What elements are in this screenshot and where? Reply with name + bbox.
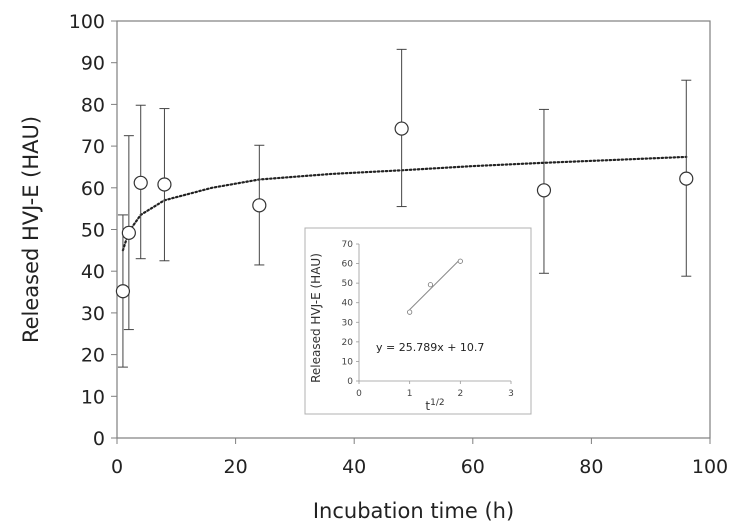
regression-equation: y = 25.789x + 10.7 <box>376 341 484 354</box>
inset-plot: 0 10 20 30 40 50 60 70 0 1 2 3 <box>304 227 532 415</box>
inset-x-axis-title-base: t <box>425 399 430 413</box>
x-tick-label: 60 <box>461 456 485 478</box>
y-tick-label: 0 <box>93 428 105 450</box>
data-point <box>536 183 552 198</box>
data-point <box>115 284 131 299</box>
inset-y-tick-label: 40 <box>342 299 354 309</box>
data-point <box>679 171 694 186</box>
y-tick-label: 100 <box>69 11 105 33</box>
inset-y-tick-label: 60 <box>342 260 354 270</box>
x-tick-label: 0 <box>111 456 123 478</box>
y-tick-label: 90 <box>81 53 105 75</box>
y-tick-label: 70 <box>81 136 105 158</box>
data-point <box>133 175 148 190</box>
inset-y-tick-label: 70 <box>342 240 354 250</box>
y-axis-title: Released HVJ-E (HAU) <box>19 116 43 343</box>
inset-x-tick-label: 2 <box>457 389 463 399</box>
x-axis-title: Incubation time (h) <box>313 499 514 523</box>
inset-data-point <box>457 258 463 264</box>
data-point <box>394 121 409 136</box>
data-point <box>252 198 267 213</box>
inset-y-axis-title: Released HVJ-E (HAU) <box>309 253 323 383</box>
inset-y-tick-label: 20 <box>342 338 354 348</box>
trendline <box>121 155 688 252</box>
inset-x-axis-title-superscript: 1/2 <box>430 398 444 408</box>
inset-y-tick-label: 0 <box>347 377 353 387</box>
x-tick-label: 20 <box>224 456 248 478</box>
y-tick-label: 50 <box>81 220 105 242</box>
inset-x-tick-label: 3 <box>508 389 514 399</box>
inset-data-point <box>427 282 434 288</box>
x-tick-label: 40 <box>342 456 366 478</box>
inset-y-tick-label: 10 <box>342 357 354 367</box>
inset-y-tick-label: 50 <box>342 279 354 289</box>
y-tick-label: 40 <box>81 261 105 283</box>
x-tick-label: 80 <box>579 456 603 478</box>
y-tick-label: 60 <box>81 178 105 200</box>
data-point <box>121 225 136 240</box>
y-tick-label: 80 <box>81 94 105 116</box>
inset-fit-line <box>409 258 461 310</box>
inset-frame <box>304 227 532 415</box>
y-tick-label: 10 <box>81 386 105 408</box>
inset-y-tick-label: 30 <box>342 318 354 328</box>
inset-x-tick-label: 1 <box>407 389 413 399</box>
data-point <box>157 177 172 192</box>
y-tick-label: 30 <box>81 303 105 325</box>
y-tick-label: 20 <box>81 345 105 367</box>
x-tick-label: 100 <box>692 456 728 478</box>
inset-x-tick-label: 0 <box>356 389 362 399</box>
inset-x-axis-title: t1/2 <box>425 398 444 413</box>
inset-data-point <box>407 309 413 315</box>
